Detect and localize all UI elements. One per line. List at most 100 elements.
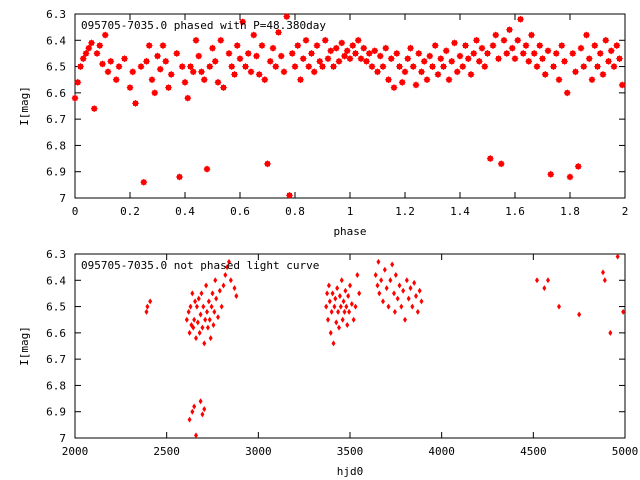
data-point: [234, 293, 239, 300]
x-tick-label: 4000: [428, 445, 455, 458]
data-point-shape: [346, 55, 354, 63]
data-point: [209, 303, 214, 310]
x-tick-label: 1.2: [395, 205, 415, 218]
y-tick-label: 6.4: [46, 274, 66, 287]
data-point: [199, 290, 204, 297]
data-point-shape: [426, 52, 434, 60]
data-point-shape: [186, 63, 195, 71]
x-tick-label: 3500: [337, 445, 364, 458]
data-point: [345, 321, 350, 328]
data-point-shape: [131, 99, 140, 107]
y-axis-label: I[mag]: [18, 86, 31, 126]
data-point-shape: [599, 70, 607, 78]
data-point-shape: [173, 49, 181, 57]
data-point-shape: [332, 44, 340, 52]
data-point: [331, 340, 336, 347]
data-point-shape: [225, 49, 233, 57]
data-point-shape: [508, 44, 516, 52]
data-point: [414, 293, 418, 300]
y-tick-label: 6.4: [46, 34, 66, 47]
data-point: [379, 277, 384, 284]
y-axis-label: I[mag]: [18, 326, 31, 366]
data-point: [187, 329, 192, 336]
data-point: [214, 295, 219, 302]
data-point-shape: [604, 57, 613, 65]
x-tick-label: 1.8: [560, 205, 580, 218]
data-point-shape: [206, 63, 214, 71]
chart-title: 095705-7035.0 not phased light curve: [81, 259, 319, 272]
data-point-shape: [483, 49, 492, 57]
y-tick-label: 6.3: [46, 8, 66, 21]
data-point-shape: [525, 57, 533, 65]
data-point-shape: [431, 42, 439, 50]
data-point: [377, 290, 382, 297]
data-point: [338, 303, 343, 310]
data-point: [184, 316, 189, 323]
data-point: [355, 272, 360, 279]
data-point-shape: [591, 42, 599, 50]
x-tick-label: 4500: [520, 445, 547, 458]
data-point: [340, 316, 345, 323]
data-point-shape: [338, 39, 346, 47]
data-point: [198, 398, 203, 405]
data-point: [144, 308, 149, 315]
data-point: [392, 308, 397, 315]
data-point-shape: [475, 57, 483, 65]
data-point: [326, 316, 330, 323]
data-point: [145, 303, 150, 310]
data-point-shape: [500, 36, 508, 44]
data-point-shape: [538, 55, 547, 63]
data-point-shape: [261, 76, 269, 84]
data-point: [602, 277, 607, 284]
data-point: [326, 282, 331, 289]
chart-title: 095705-7035.0 phased with P=48.380day: [81, 19, 326, 32]
data-point-shape: [230, 70, 239, 78]
x-tick-label: 2000: [62, 445, 89, 458]
data-point-shape: [142, 57, 151, 65]
data-point: [535, 277, 539, 284]
data-point: [351, 316, 356, 323]
data-point: [621, 308, 626, 315]
data-point-shape: [530, 49, 538, 57]
data-point: [205, 324, 210, 331]
data-point-shape: [503, 49, 511, 57]
data-point: [399, 303, 404, 310]
data-point-shape: [571, 68, 580, 76]
data-point: [347, 308, 352, 315]
data-point: [392, 290, 396, 297]
data-point-shape: [384, 76, 393, 84]
data-point-shape: [434, 70, 442, 78]
data-point: [324, 303, 329, 310]
data-point: [232, 285, 237, 292]
data-point-shape: [357, 55, 365, 63]
data-point-shape: [126, 84, 134, 92]
data-point-shape: [442, 47, 450, 55]
data-point: [401, 287, 406, 294]
data-point-shape: [74, 78, 82, 86]
data-point: [210, 290, 215, 297]
data-point-shape: [398, 78, 406, 86]
data-point-shape: [549, 63, 558, 71]
x-tick-label: 0.2: [120, 205, 140, 218]
data-point: [217, 287, 222, 294]
data-point-shape: [585, 55, 593, 63]
data-point-shape: [566, 173, 574, 181]
data-point-shape: [324, 55, 332, 63]
data-point-shape: [233, 42, 241, 50]
data-point-shape: [368, 63, 376, 71]
data-point: [190, 408, 195, 415]
data-point-shape: [208, 44, 217, 52]
data-point-shape: [602, 36, 610, 44]
data-point: [557, 303, 561, 310]
y-tick-label: 7: [59, 432, 66, 445]
data-point-shape: [401, 68, 409, 76]
data-point: [195, 319, 200, 326]
data-point-shape: [184, 94, 192, 102]
data-point-shape: [255, 70, 263, 78]
data-point: [381, 298, 385, 305]
data-point: [373, 272, 378, 279]
data-point-shape: [219, 84, 228, 92]
data-point-shape: [582, 31, 591, 39]
data-point: [395, 295, 400, 302]
data-point-shape: [189, 68, 197, 76]
